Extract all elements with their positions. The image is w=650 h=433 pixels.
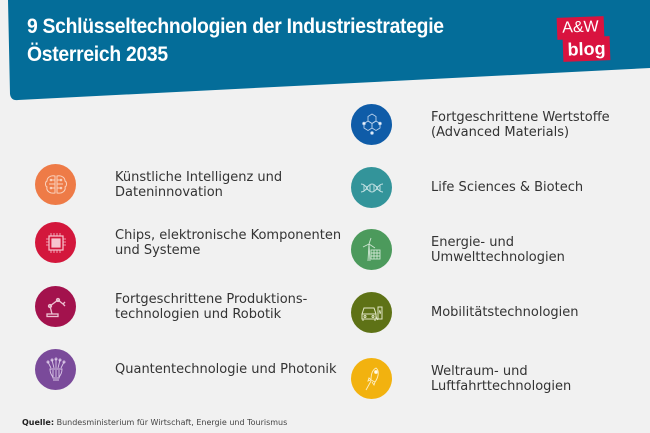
title-line-2: Österreich 2035 [27,43,168,66]
electric-car-icon [351,292,392,333]
item-label: Fortgeschrittene Wertstoffe (Advanced Ma… [431,109,610,140]
list-item-chips: Chips, elektronische Komponenten und Sys… [35,222,341,263]
list-item-energie: Energie- und Umwelttechnologien [351,229,650,270]
page-title: 9 Schlüsseltechnologien der Industriestr… [27,13,444,69]
dna-icon [351,167,392,208]
item-label: Quantentechnologie und Photonik [115,362,337,377]
logo-bottom-text: blog [562,36,611,62]
quantum-light-icon [35,349,76,390]
source-text: Bundesministerium für Wirtschaft, Energi… [54,418,288,427]
item-label: Chips, elektronische Komponenten und Sys… [115,227,342,258]
hexagon-molecule-icon [351,104,392,145]
item-label: Mobilitätstechnologien [431,305,579,320]
list-item-ki: Künstliche Intelligenz und Dateninnovati… [35,164,282,205]
list-item-raumfahrt: Weltraum- und Luftfahrttechnologien [351,358,571,399]
brain-circuit-icon [35,164,76,205]
source-prefix: Quelle: [22,418,55,427]
list-item-mobilitaet: Mobilitätstechnologien [351,292,579,333]
chip-icon [35,222,76,263]
wind-solar-icon [351,229,392,270]
banner-shape [8,0,650,101]
title-line-1: 9 Schlüsseltechnologien der Industriestr… [27,15,444,38]
item-label: Life Sciences & Biotech [431,180,584,195]
item-label: Fortgeschrittene Produktions- technologi… [115,291,308,322]
list-item-biotech: Life Sciences & Biotech [351,167,583,208]
rocket-icon [351,358,392,399]
item-label: Weltraum- und Luftfahrttechnologien [431,363,572,394]
item-label: Künstliche Intelligenz und Dateninnovati… [115,169,283,200]
source-note: Quelle: Bundesministerium für Wirtschaft… [22,418,287,427]
robot-arm-icon [35,286,76,327]
header-banner: 9 Schlüsseltechnologien der Industriestr… [0,0,650,102]
list-item-robotik: Fortgeschrittene Produktions- technologi… [35,286,307,327]
item-label: Energie- und Umwelttechnologien [431,234,565,265]
list-item-quanten: Quantentechnologie und Photonik [35,349,337,390]
list-item-materials: Fortgeschrittene Wertstoffe (Advanced Ma… [351,104,610,145]
